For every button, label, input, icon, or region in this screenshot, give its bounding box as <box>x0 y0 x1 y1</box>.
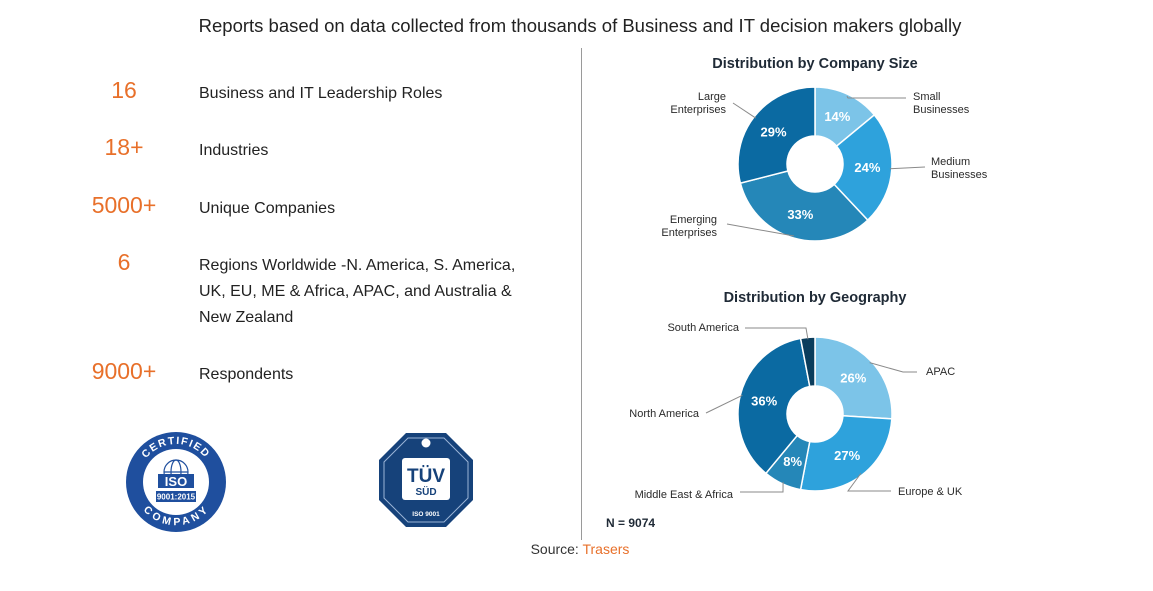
category-label-middle-east-africa: Middle East & Africa <box>635 489 734 501</box>
source-brand[interactable]: Trasers <box>582 541 629 557</box>
slice-value-label: 14% <box>824 109 850 124</box>
category-label-emerging-enterprises: Emerging Enterprises <box>661 214 717 239</box>
slice-value-label: 36% <box>751 393 777 408</box>
category-label-europe-uk: Europe & UK <box>898 486 963 498</box>
sample-size-note: N = 9074 <box>606 516 655 530</box>
category-label-north-america: North America <box>629 408 700 420</box>
geography-chart: Distribution by Geography 26% APAC 27% Europ… <box>606 290 963 530</box>
leader-line <box>890 167 925 169</box>
chart-title: Distribution by Geography <box>724 290 907 306</box>
leader-line <box>745 328 808 339</box>
slice-value-label: 24% <box>854 160 880 175</box>
category-label-south-america: South America <box>667 322 739 334</box>
category-label-large-enterprises: Large Enterprises <box>670 91 726 116</box>
category-label-small-businesses: Small Businesses <box>913 91 970 116</box>
source-line: Source: Trasers <box>0 541 1153 557</box>
leader-line <box>847 96 906 98</box>
company-size-chart: Distribution by Company Size 14% Small Busi… <box>661 56 987 241</box>
leader-line <box>740 482 783 492</box>
slice-value-label: 27% <box>834 448 860 463</box>
leader-line <box>706 395 742 413</box>
slice-value-label: 26% <box>840 371 866 386</box>
slice-value-label: 33% <box>787 207 813 222</box>
category-label-apac: APAC <box>926 366 955 378</box>
slice-value-label: 29% <box>761 124 787 139</box>
chart-title: Distribution by Company Size <box>712 56 917 72</box>
source-prefix: Source: <box>531 541 583 557</box>
leader-line <box>733 103 756 118</box>
category-label-medium-businesses: Medium Businesses <box>931 156 988 181</box>
slice-value-label: 8% <box>783 454 802 469</box>
